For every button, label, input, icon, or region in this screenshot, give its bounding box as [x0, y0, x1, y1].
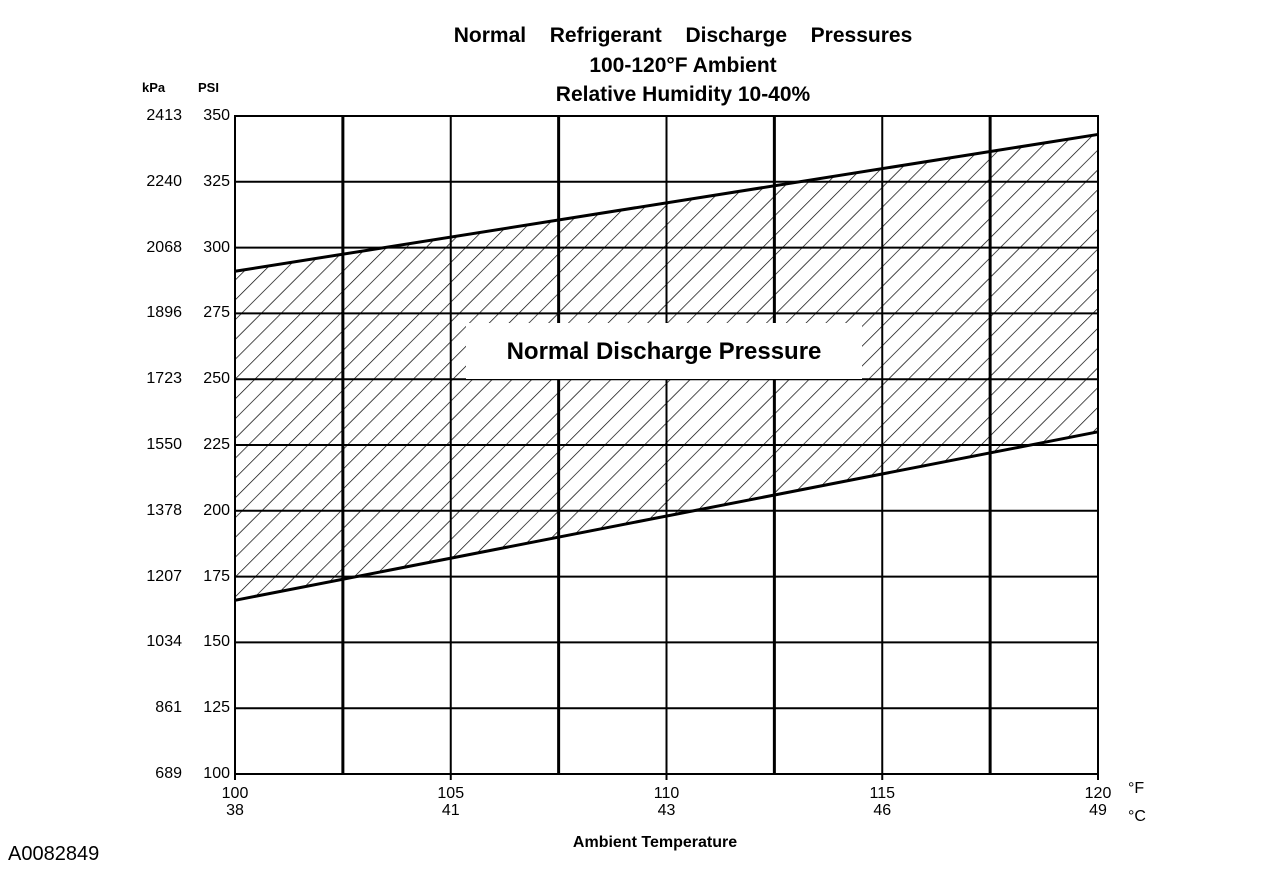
y-tick-psi: 225 — [203, 436, 230, 453]
y-tick-psi: 200 — [203, 501, 230, 519]
x-tick-label: 120 49 — [1068, 785, 1128, 820]
y-tick-psi: 300 — [203, 238, 230, 256]
x-tick-fahrenheit: 120 — [1084, 785, 1112, 802]
y-tick-psi: 325 — [203, 172, 230, 190]
y-tick-kpa: 1378 — [146, 501, 182, 519]
x-tick-label: 105 41 — [421, 785, 481, 820]
y-tick-psi: 350 — [203, 107, 230, 124]
y-tick-kpa: 1550 — [146, 436, 182, 453]
x-tick-fahrenheit: 105 — [437, 785, 465, 802]
y-tick-psi: 125 — [203, 699, 230, 717]
annotation-normal-discharge-pressure: Normal Discharge Pressure — [507, 338, 822, 365]
annotation-background — [466, 323, 862, 379]
lower-limit-line — [234, 430, 1099, 602]
y-tick-kpa: 2240 — [146, 172, 182, 190]
plot-frame — [234, 115, 1099, 775]
x-tick-celsius: 38 — [226, 801, 244, 819]
x-tick-label: 110 43 — [637, 785, 697, 820]
y-tick-kpa: 1034 — [146, 633, 182, 651]
x-tick-label: 115 46 — [852, 785, 912, 820]
x-axis-label: Ambient Temperature — [572, 834, 738, 851]
x-tick-celsius: 43 — [657, 801, 676, 819]
x-tick-fahrenheit: 110 — [653, 785, 680, 802]
y-unit-psi: PSI — [198, 80, 219, 95]
x-tick-celsius: 46 — [873, 801, 892, 819]
x-tick-celsius: 49 — [1089, 801, 1107, 819]
y-tick-kpa: 1723 — [146, 370, 182, 388]
x-tick-fahrenheit: 115 — [869, 785, 895, 802]
y-tick-psi: 175 — [203, 567, 230, 585]
figure-id: A0082849 — [8, 843, 100, 865]
x-tick-fahrenheit: 100 — [221, 785, 249, 802]
x-tick-celsius: 41 — [441, 801, 460, 819]
upper-limit-line — [234, 132, 1099, 273]
chart-title-line-2: 100-120°F Ambient — [589, 54, 777, 77]
y-tick-kpa: 1207 — [146, 567, 182, 585]
y-tick-psi: 150 — [203, 633, 230, 651]
x-tick-label: 100 38 — [205, 785, 265, 820]
x-unit-celsius: °C — [1128, 808, 1146, 825]
chart-title-line-3: Relative Humidity 10-40% — [555, 83, 811, 106]
y-tick-psi: 100 — [203, 765, 230, 782]
y-unit-kpa: kPa — [142, 80, 166, 95]
y-tick-kpa: 1896 — [146, 304, 182, 322]
y-tick-kpa: 861 — [155, 699, 182, 717]
y-tick-kpa: 689 — [155, 765, 182, 782]
x-unit-fahrenheit: °F — [1128, 780, 1145, 797]
chart-title-line-1: Normal Refrigerant Discharge Pressures — [453, 24, 913, 47]
y-tick-kpa: 2413 — [146, 107, 182, 124]
y-tick-psi: 250 — [203, 370, 230, 388]
y-tick-psi: 275 — [203, 304, 230, 322]
y-tick-kpa: 2068 — [146, 238, 182, 256]
